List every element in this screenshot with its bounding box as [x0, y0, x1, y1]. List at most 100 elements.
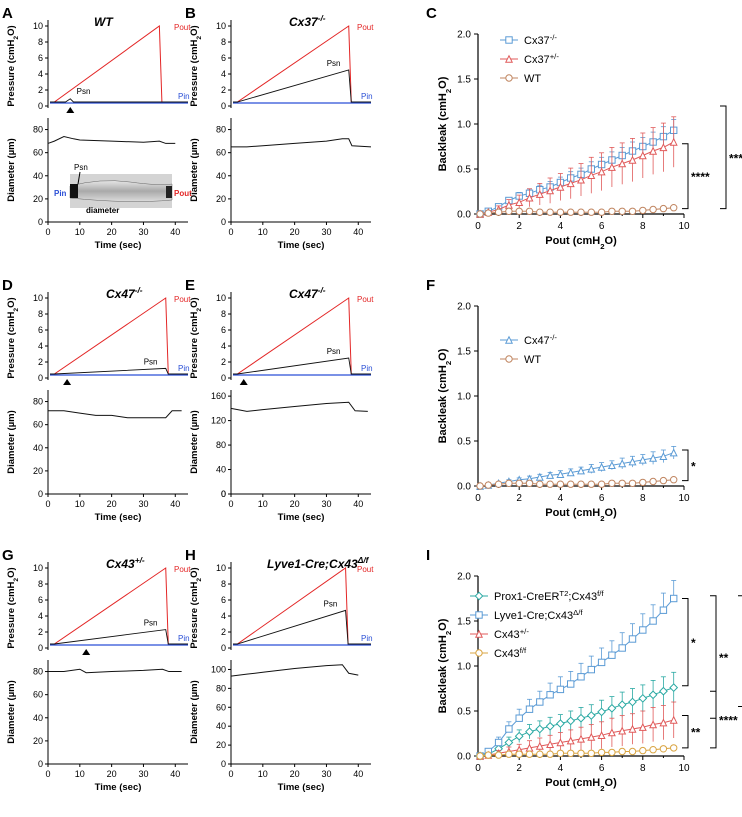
panel-letter-C: C	[426, 5, 437, 22]
pressure-tick-label: 8	[38, 37, 43, 47]
time-tick-label: 40	[353, 769, 363, 779]
diameter-tick-label: 60	[33, 148, 43, 158]
diameter-tick-label: 20	[33, 466, 43, 476]
data-point	[628, 207, 637, 216]
data-point	[618, 207, 626, 216]
time-tick-label: 20	[290, 499, 300, 509]
data-point	[607, 703, 617, 713]
legend-label: Lyve1-Cre;Cx43Δ/f	[494, 608, 583, 623]
data-point	[536, 750, 544, 758]
time-tick-label: 0	[45, 769, 50, 779]
x-tick-label: 6	[599, 221, 605, 232]
time-tick-label: 30	[138, 769, 148, 779]
time-tick-label: 0	[228, 227, 233, 237]
data-point	[576, 466, 586, 475]
arrowhead-icon	[82, 649, 91, 655]
psn-label: Psn	[144, 619, 158, 628]
pout-label: Pout	[357, 565, 374, 574]
panel-letter-A: A	[2, 5, 13, 22]
significance-bracket	[682, 715, 689, 749]
data-point	[556, 685, 565, 694]
y-tick-label: 0.0	[457, 210, 471, 221]
data-point	[546, 739, 555, 748]
pressure-tick-label: 6	[221, 325, 226, 335]
pin-label: Pin	[361, 634, 373, 643]
y-tick-label: 1.5	[457, 617, 471, 628]
significance-bracket	[682, 143, 689, 210]
data-point	[659, 476, 668, 485]
inset-psn-label: Psn	[74, 163, 88, 172]
x-tick-label: 2	[516, 221, 522, 232]
significance-label: **	[719, 651, 729, 665]
data-point	[587, 170, 596, 179]
psn-label: Psn	[327, 59, 341, 68]
diameter-trace	[230, 664, 359, 677]
pressure-tick-label: 8	[221, 579, 226, 589]
panel-letter-G: G	[2, 547, 14, 564]
genotype-label-E: Cx47-/-	[289, 285, 326, 301]
data-point	[587, 665, 595, 674]
y-axis-title: Backleak (cmH2O)	[437, 76, 453, 171]
arrowhead-icon	[239, 379, 248, 385]
psn-trace	[233, 609, 371, 645]
data-point	[536, 480, 544, 488]
series-3	[476, 744, 678, 760]
data-point	[525, 479, 534, 487]
legend-marker	[505, 36, 513, 44]
data-point	[494, 208, 503, 216]
data-point	[638, 722, 647, 731]
data-point	[659, 204, 668, 213]
diameter-tick-label: 0	[38, 217, 43, 227]
y-tick-label: 0.5	[457, 437, 471, 448]
data-point	[669, 715, 678, 724]
data-point	[618, 159, 627, 168]
data-point	[597, 658, 606, 667]
series-1	[476, 476, 678, 490]
diameter-tick-label: 80	[33, 125, 43, 135]
series-0	[476, 119, 678, 218]
data-point	[618, 644, 626, 652]
data-point	[587, 749, 595, 757]
psn-trace	[233, 357, 371, 375]
pressure-tick-label: 6	[221, 595, 226, 605]
pout-label: Pout	[357, 23, 374, 32]
pout-label: Pout	[357, 295, 374, 304]
y-tick-label: 1.0	[457, 662, 471, 673]
pout-label: Pout	[174, 23, 191, 32]
data-point	[505, 725, 513, 733]
trace-panel-G: G Cx43+/- 0 2 4 6 8 10 Pressure (cmH2O) Pout Pin Ps…	[2, 547, 191, 793]
backleak-chart-C: C 0.0 0.5 1.0 1.5 2.0 0 2 4 6 8 10 Pout (cmH2O) Backl…	[426, 5, 742, 251]
legend-label: Prox1-CreERT2;Cx43f/f	[494, 589, 604, 604]
pressure-axis-title: Pressure (cmH2O)	[189, 25, 203, 106]
panel-letter-E: E	[185, 277, 195, 294]
data-point	[597, 707, 607, 717]
x-tick-label: 6	[599, 763, 605, 774]
data-point	[628, 697, 637, 707]
legend-marker	[475, 611, 483, 619]
y-tick-label: 2.0	[457, 572, 471, 583]
legend-label: Cx43+/-	[494, 627, 529, 642]
data-point	[597, 480, 606, 488]
time-tick-label: 0	[45, 499, 50, 509]
legend-marker	[504, 335, 514, 344]
data-point	[628, 747, 637, 756]
data-point	[494, 480, 503, 488]
diameter-tick-label: 0	[221, 217, 226, 227]
x-tick-label: 4	[558, 763, 564, 774]
pressure-tick-label: 0	[38, 643, 43, 653]
time-tick-label: 10	[258, 769, 268, 779]
x-tick-label: 8	[640, 221, 646, 232]
pressure-tick-label: 4	[38, 341, 43, 351]
data-point	[536, 208, 544, 216]
genotype-label-H: Lyve1-Cre;Cx43Δ/f	[267, 555, 370, 571]
pressure-tick-label: 10	[216, 563, 226, 573]
diameter-tick-label: 0	[221, 759, 226, 769]
diameter-tick-label: 100	[211, 664, 226, 674]
diameter-tick-label: 40	[216, 171, 226, 181]
data-point	[649, 477, 657, 486]
psn-trace	[233, 69, 371, 103]
data-point	[617, 700, 627, 710]
time-tick-label: 40	[170, 769, 180, 779]
data-point	[577, 749, 585, 757]
diameter-axis-title: Diameter (µm)	[6, 138, 17, 202]
